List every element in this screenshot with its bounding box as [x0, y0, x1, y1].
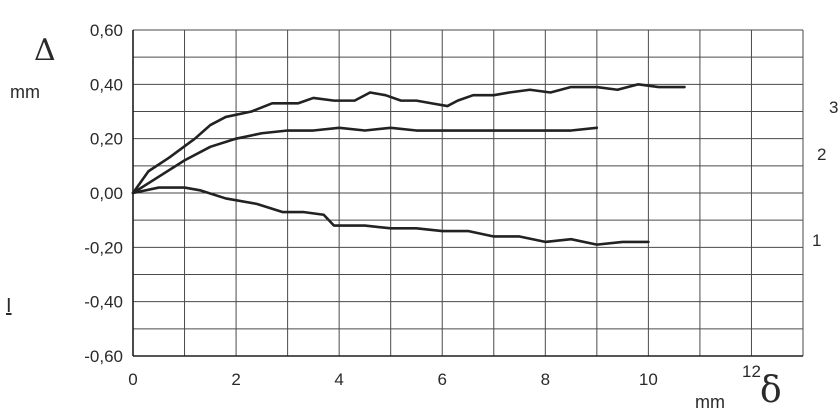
y-tick-label: -0,20 — [84, 238, 123, 257]
x-tick-label: 0 — [128, 370, 137, 389]
series-line-3 — [131, 83, 686, 195]
y-tick-label: -0,60 — [84, 347, 123, 366]
series-line-2 — [131, 126, 599, 195]
series-label-3: 3 — [829, 98, 838, 117]
x-tick-label: 6 — [437, 370, 446, 389]
grid — [132, 29, 804, 357]
x-axis-label: δ — [760, 370, 782, 411]
series-label-2: 2 — [817, 145, 826, 164]
x-tick-label: 2 — [231, 370, 240, 389]
tick-labels: 0,60 0,40 0,20 0,00 -0,20 -0,40 -0,60 0 2 4 6 8 10 12 — [84, 21, 761, 389]
y-tick-label: 0,00 — [90, 184, 123, 203]
series-label-1: 1 — [812, 231, 821, 250]
x-tick-label: 12 — [742, 362, 761, 381]
series-lines — [131, 83, 686, 246]
y-tick-label: -0,40 — [84, 293, 123, 312]
y-axis-label: Δ — [34, 33, 56, 68]
x-tick-label: 4 — [334, 370, 343, 389]
y-tick-label: 0,40 — [90, 75, 123, 94]
y-tick-label: 0,60 — [90, 21, 123, 40]
series-labels: 1 2 3 — [812, 98, 838, 250]
x-tick-label: 10 — [639, 370, 658, 389]
series-line-1 — [131, 186, 650, 246]
x-axis-unit: mm — [695, 392, 725, 412]
y-tick-label: 0,20 — [90, 130, 123, 149]
edge-text-fragment: I — [6, 295, 12, 317]
x-tick-label: 8 — [541, 370, 550, 389]
y-axis-unit: mm — [10, 82, 40, 102]
